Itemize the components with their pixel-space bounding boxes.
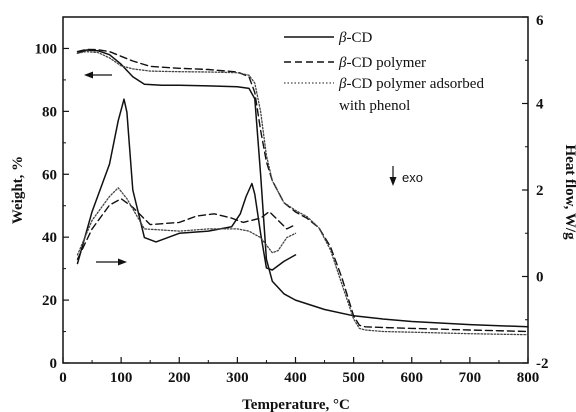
weight-axis-arrow [84, 71, 112, 79]
x-tick-label: 200 [168, 370, 191, 386]
y-left-tick-label: 100 [35, 41, 58, 57]
series-line-4 [76, 198, 297, 260]
series-line-5 [76, 187, 297, 256]
legend-label-beta-cd-polymer-phenol-wrap: with phenol [339, 98, 410, 114]
y-right-tick-label: 0 [536, 270, 544, 286]
y-right-tick-label: 4 [536, 97, 544, 113]
tick-labels: 0 100 200 300 400 500 600 700 800 0 20 40 60 80 100 -2 0… [35, 13, 549, 386]
x-axis-title: Temperature, °C [242, 397, 350, 412]
x-tick-label: 500 [342, 370, 365, 386]
y-axis-right-title: Heat flow, W/g [562, 144, 576, 240]
series-line-3 [76, 98, 297, 271]
y-axis-left-title: Weight, % [10, 156, 26, 224]
exo-arrow [389, 166, 397, 186]
x-tick-label: 800 [517, 370, 540, 386]
x-tick-label: 0 [59, 370, 67, 386]
legend-label-beta-cd-polymer-phenol: β-CD polymer adsorbed [338, 76, 484, 92]
y-right-tick-label: 2 [536, 183, 544, 199]
y-left-tick-label: 20 [42, 293, 57, 309]
y-right-tick-label: 6 [536, 13, 544, 29]
x-tick-label: 700 [459, 370, 482, 386]
heat-flow-axis-arrow [96, 258, 127, 266]
x-tick-label: 600 [401, 370, 424, 386]
y-right-tick-label: -2 [536, 356, 549, 372]
x-tick-label: 300 [226, 370, 249, 386]
exo-label: exo [402, 170, 423, 185]
series-line-0 [76, 49, 529, 328]
axis-ticks [62, 16, 529, 364]
series-line-1 [76, 48, 529, 333]
legend-label-beta-cd: β-CD [338, 30, 372, 46]
y-left-tick-label: 80 [42, 104, 57, 120]
series-line-2 [76, 50, 529, 336]
x-tick-label: 400 [284, 370, 307, 386]
y-left-tick-label: 40 [42, 230, 57, 246]
series-layer [76, 48, 529, 336]
y-left-tick-label: 60 [42, 167, 57, 183]
x-tick-label: 100 [110, 370, 133, 386]
legend: β-CD β-CD polymer β-CD polymer adsorbed … [284, 30, 484, 114]
legend-label-beta-cd-polymer: β-CD polymer [338, 55, 426, 71]
y-left-tick-label: 0 [50, 356, 58, 372]
